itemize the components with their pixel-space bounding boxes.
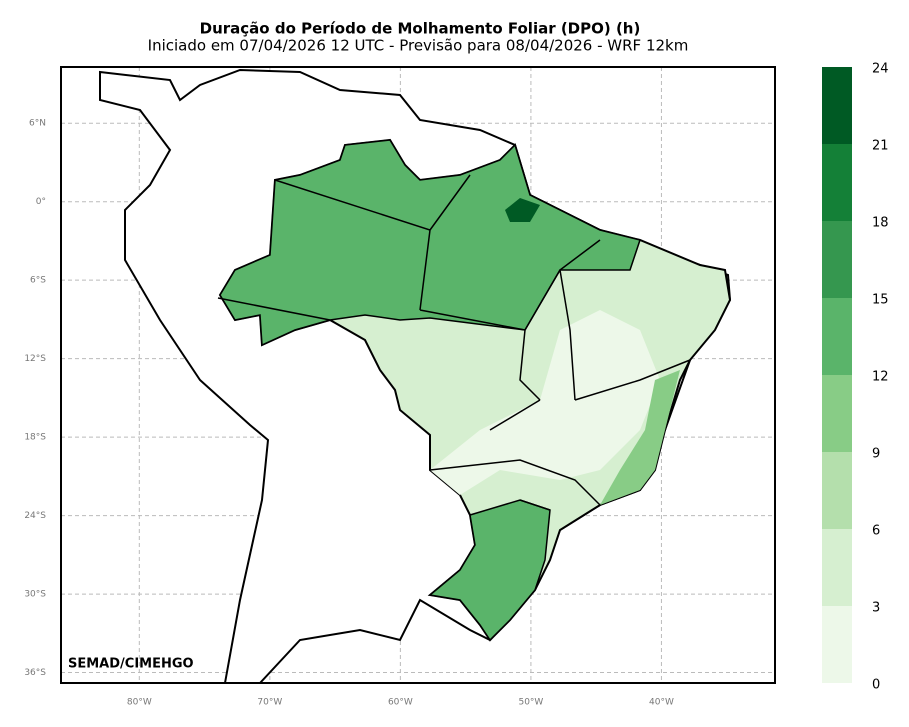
colorbar-tick-label: 18	[872, 216, 889, 231]
colorbar-tick-label: 0	[872, 678, 880, 693]
y-tick-label: 6°S	[30, 276, 46, 286]
x-tick-label: 40°W	[649, 698, 674, 708]
map	[99, 68, 732, 684]
colorbar-segment	[822, 452, 852, 529]
coast-wet	[600, 370, 680, 505]
colorbar: 0 3 6 9 12 15 18 21 24	[822, 62, 889, 693]
colorbar-tick-label: 9	[872, 447, 880, 462]
y-tick-label: 12°S	[24, 354, 46, 364]
colorbar-tick-label: 12	[872, 370, 889, 385]
central-dry	[430, 310, 660, 495]
colorbar-segment	[822, 529, 852, 606]
map-frame	[60, 66, 776, 684]
chart-subtitle: Iniciado em 07/04/2026 12 UTC - Previsão…	[148, 37, 689, 55]
y-tick-label: 24°S	[24, 511, 46, 521]
colorbar-segment	[822, 375, 852, 452]
x-tick-label: 80°W	[127, 698, 152, 708]
y-tick-label: 0°	[36, 197, 46, 207]
colorbar-tick-label: 6	[872, 524, 880, 539]
colorbar-tick-label: 3	[872, 601, 880, 616]
y-tick-label: 30°S	[24, 590, 46, 600]
colorbar-tick-label: 21	[872, 139, 889, 154]
colorbar-segment	[822, 221, 852, 298]
colorbar-segment	[822, 298, 852, 375]
y-tick-label: 6°N	[29, 119, 46, 129]
y-tick-label: 36°S	[24, 668, 46, 678]
credit: SEMAD/CIMEHGO	[68, 657, 194, 672]
colorbar-segment	[822, 144, 852, 221]
x-tick-label: 50°W	[518, 698, 543, 708]
colorbar-segment	[822, 606, 852, 683]
para-coast	[505, 198, 540, 222]
colorbar-segment	[822, 67, 852, 144]
colorbar-tick-label: 15	[872, 293, 889, 308]
borders	[217, 174, 691, 511]
colorbar-tick-label: 24	[872, 62, 889, 77]
chart-title: Duração do Período de Molhamento Foliar …	[200, 20, 641, 38]
x-tick-label: 60°W	[388, 698, 413, 708]
y-tick-label: 18°S	[24, 433, 46, 443]
amazon-wet	[219, 139, 641, 347]
x-tick-label: 70°W	[257, 698, 282, 708]
